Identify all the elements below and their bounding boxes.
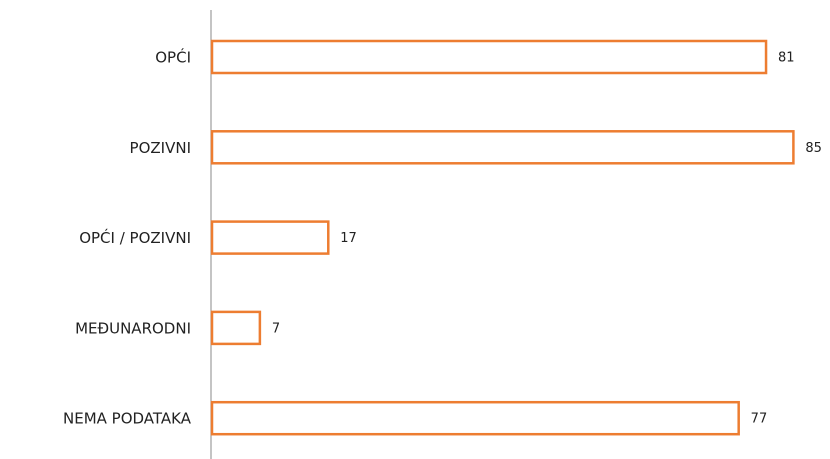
value-label: 7 (272, 321, 280, 336)
value-label: 85 (805, 141, 822, 156)
bar (210, 130, 795, 165)
bar (210, 310, 262, 346)
category-label: OPĆI / POZIVNI (79, 228, 191, 247)
category-label: OPĆI (155, 48, 191, 67)
bar (210, 39, 768, 75)
value-label: 77 (751, 412, 768, 427)
bar (210, 220, 330, 255)
bar (210, 400, 740, 436)
value-label: 81 (778, 51, 795, 66)
category-label: POZIVNI (130, 139, 191, 157)
category-label: MEĐUNARODNI (75, 319, 191, 337)
category-label: NEMA PODATAKA (63, 410, 192, 428)
value-label: 17 (340, 231, 357, 246)
